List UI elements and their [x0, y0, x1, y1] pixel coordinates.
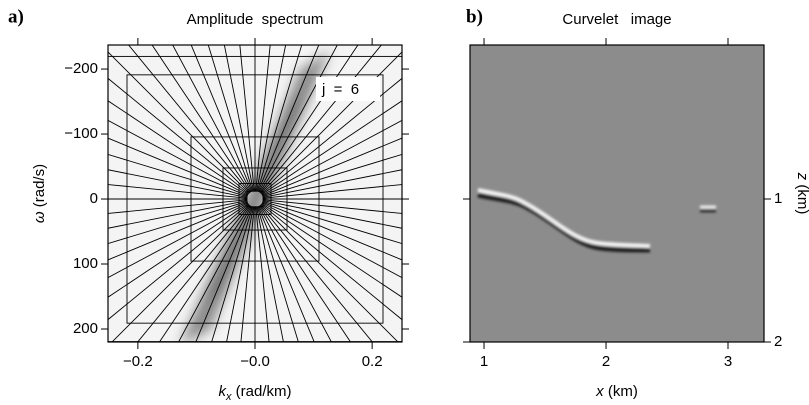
y-label-symbol: ω — [31, 211, 48, 223]
wedge-line — [255, 206, 270, 342]
wedge-line — [261, 100, 402, 195]
wedge-line — [207, 45, 254, 192]
wedge-line — [108, 203, 249, 298]
x-tick-label: 0.2 — [362, 353, 383, 370]
wedge-line — [137, 204, 251, 342]
wedge-line — [108, 77, 250, 195]
wedge-line — [259, 204, 373, 342]
wedge-line — [256, 45, 303, 192]
y-tick-label: 100 — [73, 255, 98, 272]
wedge-line — [255, 45, 271, 192]
wedge-line — [108, 137, 248, 197]
panel-label: b) — [466, 6, 483, 27]
y-tick-label: 2 — [774, 333, 782, 350]
wedge-line — [261, 203, 402, 298]
wedge-line — [223, 45, 254, 192]
wedge-line — [256, 206, 284, 342]
spectrum-image — [108, 45, 402, 342]
wedge-line — [259, 205, 352, 342]
wedge-line — [240, 206, 255, 342]
y-tick-label: 0 — [90, 190, 98, 207]
chart-title: Amplitude spectrum — [187, 11, 324, 28]
wedge-line — [195, 206, 253, 342]
x-label-subscript: x — [225, 391, 232, 403]
x-tick-label: −0.2 — [123, 353, 153, 370]
wedge-line — [257, 45, 320, 192]
wedge-line — [261, 119, 402, 196]
x-axis-label: kx (rad/km) — [219, 383, 292, 403]
chart-title: Curvelet image — [562, 11, 671, 28]
y-tick-label: 1 — [774, 190, 782, 207]
wedge-line — [108, 201, 248, 261]
wedge-line — [108, 184, 248, 199]
x-tick-label: 2 — [602, 353, 610, 370]
wedge-line — [128, 45, 251, 194]
wedge-line — [108, 51, 250, 194]
wedge-line — [262, 200, 402, 245]
wedge-line — [257, 206, 315, 342]
panel-label: a) — [8, 6, 24, 27]
y-tick-label: −100 — [64, 125, 98, 142]
wedge-line — [260, 203, 402, 321]
wedge-line — [108, 199, 248, 214]
wedge-line — [108, 119, 249, 196]
x-tick-label: 3 — [724, 353, 732, 370]
wedge-line — [108, 100, 249, 195]
wedge-line — [262, 199, 402, 214]
y-label-symbol: z — [794, 172, 809, 181]
wedge-line — [211, 206, 254, 342]
x-label-symbol: x — [595, 383, 604, 400]
x-tick-label: −0.0 — [240, 353, 270, 370]
annotation-box — [316, 77, 380, 101]
plot-frame — [469, 44, 765, 343]
wedge-line — [190, 45, 253, 192]
wedge-line — [108, 202, 249, 279]
wedge-line — [262, 153, 402, 198]
wedge-line — [262, 201, 402, 261]
y-tick-label: 200 — [73, 320, 98, 337]
x-label-symbol: k — [219, 383, 228, 400]
x-label-unit: (rad/km) — [232, 383, 292, 400]
wedge-line — [262, 184, 402, 199]
wedge-line — [258, 205, 332, 342]
x-axis-label: x (km) — [595, 383, 638, 400]
x-label-unit: (km) — [604, 383, 638, 400]
wedge-line — [108, 169, 248, 198]
curvelet-image — [470, 45, 764, 342]
wedge-line — [226, 206, 254, 342]
wedge-line — [260, 204, 399, 342]
wedge-line — [151, 45, 251, 193]
wedge-line — [108, 203, 250, 321]
wedge-line — [261, 202, 402, 279]
wedge-line — [262, 200, 402, 229]
wedge-line — [108, 153, 248, 198]
x-tick-label: 1 — [480, 353, 488, 370]
wedge-line — [108, 200, 248, 245]
y-tick-label: −200 — [64, 60, 98, 77]
annotation: j = 6 — [321, 81, 359, 98]
y-axis-label: ω (rad/s) — [31, 164, 48, 223]
wedge-line — [172, 45, 252, 193]
wedge-line — [108, 200, 248, 229]
wedge-line — [260, 77, 402, 195]
wedge-line — [262, 169, 402, 198]
wedge-line — [262, 137, 402, 197]
wedge-line — [256, 45, 287, 192]
wedge-line — [111, 204, 250, 342]
y-label-unit: (rad/s) — [31, 164, 48, 212]
wedge-line — [256, 206, 299, 342]
y-axis-label: z (km) — [794, 172, 809, 215]
y-label-unit: (km) — [794, 180, 809, 214]
wedge-line — [178, 205, 252, 342]
wedge-line — [258, 45, 338, 193]
wedge-line — [158, 205, 251, 342]
wedge-line — [239, 45, 255, 192]
